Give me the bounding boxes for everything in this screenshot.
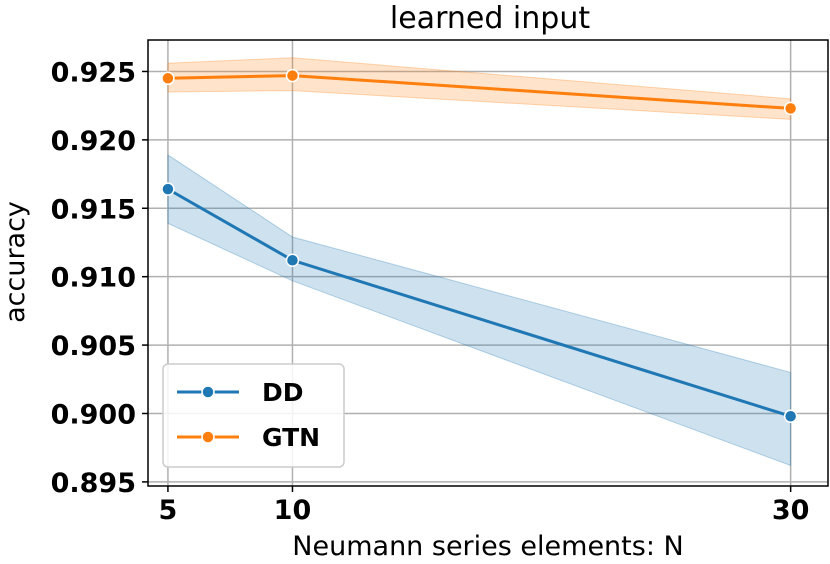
y-tick-label: 0.925	[51, 57, 136, 88]
y-tick-label: 0.915	[51, 194, 136, 225]
x-tick-label: 5	[159, 495, 178, 526]
plot-frame	[147, 39, 829, 487]
gtn-data-point	[783, 101, 798, 116]
legend: DD GTN	[162, 363, 345, 468]
y-tick-label: 0.920	[51, 126, 136, 157]
chart-title: learned input	[390, 1, 590, 36]
y-tick-label: 0.910	[51, 263, 136, 294]
dd-data-point	[783, 409, 798, 423]
legend-marker-gtn	[201, 430, 215, 444]
legend-label-dd: DD	[262, 378, 304, 407]
y-tick-label: 0.905	[51, 331, 136, 362]
x-tick-label: 30	[772, 495, 810, 526]
x-axis-title: Neumann series elements: N	[292, 531, 683, 562]
y-axis-title: accuracy	[0, 201, 31, 323]
y-tick-label: 0.895	[51, 468, 136, 499]
legend-label-gtn: GTN	[262, 423, 320, 452]
dd-data-point	[285, 253, 300, 268]
y-tick-label: 0.900	[51, 399, 136, 430]
x-tick-label: 10	[274, 495, 312, 526]
gtn-data-point	[285, 68, 300, 83]
y-axis-ticks: 0.895 0.900 0.905 0.910 0.915 0.920 0.925	[51, 57, 148, 499]
gtn-data-point	[161, 71, 175, 86]
legend-marker-dd	[201, 385, 215, 399]
x-axis-ticks: 5 10 30	[159, 486, 810, 526]
dd-data-point	[161, 182, 175, 196]
dd-confidence-band	[167, 153, 792, 467]
series-points	[161, 68, 798, 423]
